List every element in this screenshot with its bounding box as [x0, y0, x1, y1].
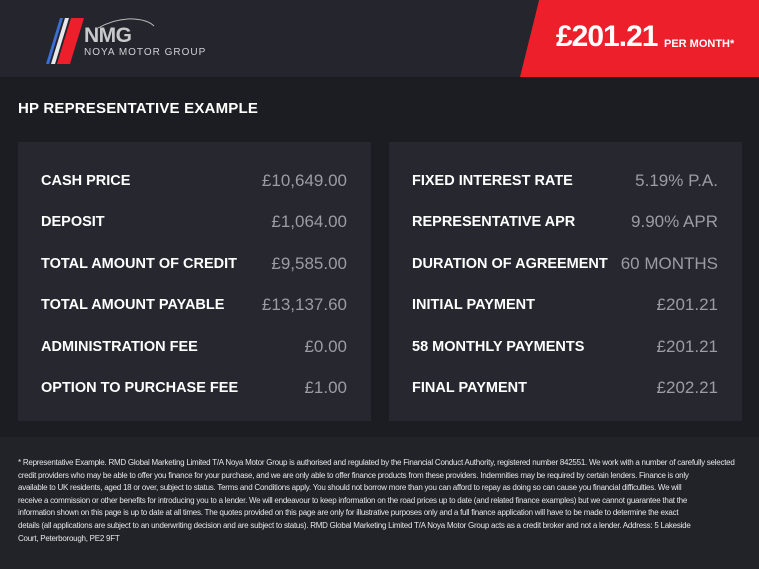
finance-value: £9,585.00	[271, 254, 347, 273]
finance-row: TOTAL AMOUNT PAYABLE £13,137.60	[41, 295, 347, 315]
finance-value: £13,137.60	[261, 295, 347, 314]
finance-value: 60 MONTHS	[620, 254, 718, 273]
finance-panel-right: FIXED INTEREST RATE 5.19% P.A. REPRESENTAT…	[389, 142, 742, 421]
finance-label: CASH PRICE	[41, 173, 131, 189]
logo-stripes-icon	[46, 18, 84, 64]
finance-value: £201.21	[656, 295, 718, 314]
finance-label: DURATION OF AGREEMENT	[412, 256, 608, 272]
monthly-price-banner: £201.21 PER MONTH*	[520, 0, 759, 77]
finance-row: INITIAL PAYMENT £201.21	[412, 295, 718, 315]
finance-value: £1.00	[304, 378, 347, 397]
finance-label: 58 MONTHLY PAYMENTS	[412, 339, 585, 355]
logo-mark: NMG	[84, 24, 132, 47]
finance-label: TOTAL AMOUNT PAYABLE	[41, 297, 225, 313]
disclaimer-line: information shown on this page is up to …	[18, 508, 679, 518]
finance-label: FINAL PAYMENT	[412, 380, 527, 396]
finance-row: FIXED INTEREST RATE 5.19% P.A.	[412, 171, 718, 191]
finance-row: REPRESENTATIVE APR 9.90% APR	[412, 212, 718, 232]
finance-label: REPRESENTATIVE APR	[412, 214, 576, 230]
disclaimer-text: * Representative Example. RMD Global Mar…	[18, 457, 735, 545]
finance-value: £202.21	[656, 378, 718, 397]
disclaimer-line: credit providers who may be able to offe…	[18, 470, 689, 480]
finance-row: DURATION OF AGREEMENT 60 MONTHS	[412, 254, 718, 274]
finance-value: £10,649.00	[261, 171, 347, 190]
finance-value: £0.00	[304, 337, 347, 356]
finance-panel-left: CASH PRICE £10,649.00 DEPOSIT £1,064.00 TOTA…	[18, 142, 371, 421]
finance-row: DEPOSIT £1,064.00	[41, 212, 347, 232]
finance-row: CASH PRICE £10,649.00	[41, 171, 347, 191]
disclaimer-line: receive a commission or other benefits f…	[18, 495, 688, 505]
header: NMG NOYA MOTOR GROUP £201.21 PER MONTH*	[0, 0, 759, 77]
per-month-label: PER MONTH*	[664, 38, 735, 50]
finance-value: 9.90% APR	[631, 212, 718, 231]
finance-row: 58 MONTHLY PAYMENTS £201.21	[412, 337, 718, 357]
car-outline-icon	[97, 18, 155, 29]
finance-label: FIXED INTEREST RATE	[412, 173, 573, 189]
finance-value: 5.19% P.A.	[635, 171, 718, 190]
disclaimer-footer: * Representative Example. RMD Global Mar…	[0, 437, 759, 569]
disclaimer-line: available to UK residents, aged 18 or ov…	[18, 483, 682, 493]
finance-label: INITIAL PAYMENT	[412, 297, 535, 313]
finance-label: OPTION TO PURCHASE FEE	[41, 380, 239, 396]
finance-label: ADMINISTRATION FEE	[41, 339, 198, 355]
page-title: HP REPRESENTATIVE EXAMPLE	[18, 100, 259, 117]
finance-row: ADMINISTRATION FEE £0.00	[41, 337, 347, 357]
disclaimer-line: Court, Peterborough, PE2 9FT	[18, 533, 120, 543]
finance-value: £201.21	[656, 337, 718, 356]
finance-value: £1,064.00	[271, 212, 347, 231]
finance-row: OPTION TO PURCHASE FEE £1.00	[41, 378, 347, 398]
disclaimer-line: * Representative Example. RMD Global Mar…	[18, 458, 735, 467]
finance-row: FINAL PAYMENT £202.21	[412, 378, 718, 398]
disclaimer-line: details (all applications are subject to…	[18, 520, 691, 530]
finance-label: TOTAL AMOUNT OF CREDIT	[41, 256, 238, 272]
monthly-price: £201.21	[556, 20, 658, 53]
finance-label: DEPOSIT	[41, 214, 105, 230]
logo[interactable]: NMG NOYA MOTOR GROUP	[46, 18, 226, 64]
logo-name: NOYA MOTOR GROUP	[84, 47, 207, 58]
finance-row: TOTAL AMOUNT OF CREDIT £9,585.00	[41, 254, 347, 274]
